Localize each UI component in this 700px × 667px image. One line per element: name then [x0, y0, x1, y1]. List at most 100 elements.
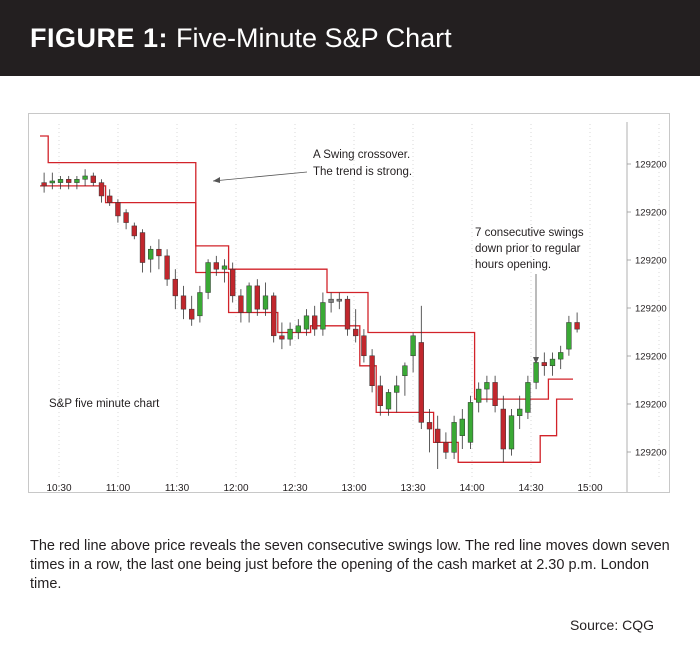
- candle-body: [303, 315, 310, 330]
- y-tick-label: 129200: [635, 160, 667, 171]
- candle: [303, 309, 310, 336]
- figure-caption: The red line above price reveals the sev…: [30, 538, 670, 592]
- candle-body: [164, 255, 170, 280]
- candle: [156, 239, 162, 270]
- x-tick-label: 13:00: [341, 483, 366, 494]
- candle-body: [49, 180, 55, 184]
- candle: [246, 282, 252, 323]
- candle-body: [180, 295, 187, 310]
- series-label: S&P five minute chart: [49, 398, 160, 410]
- candle: [123, 209, 129, 230]
- candle: [205, 259, 211, 300]
- candle: [197, 285, 203, 323]
- candle: [353, 309, 359, 343]
- x-tick-label: 11:00: [106, 483, 131, 494]
- candle-body: [238, 295, 244, 313]
- candle: [312, 305, 318, 336]
- candle-body: [410, 335, 416, 357]
- candle-body: [189, 308, 195, 320]
- candle-body: [402, 365, 408, 377]
- candle-body: [385, 392, 392, 410]
- candle-body: [377, 385, 383, 406]
- candle: [295, 319, 301, 340]
- candle: [66, 175, 72, 190]
- candle-body: [115, 202, 121, 217]
- candle-body: [57, 179, 64, 183]
- candle-body: [320, 302, 326, 330]
- x-tick-label: 13:30: [400, 483, 425, 494]
- candles: [41, 169, 580, 469]
- candle: [377, 375, 383, 416]
- chart-frame: 129200 129200 129200 129200 129200 129200 1292…: [28, 113, 670, 494]
- candle: [418, 305, 424, 430]
- candle-body: [525, 382, 531, 413]
- candle-body: [90, 175, 96, 183]
- candle-body: [131, 225, 137, 237]
- candle: [49, 172, 55, 190]
- candle: [90, 172, 96, 186]
- candle: [435, 415, 441, 469]
- candle: [558, 345, 564, 370]
- candle: [82, 169, 88, 186]
- candle-body: [451, 422, 457, 453]
- candle-body: [41, 182, 47, 187]
- candle-body: [467, 402, 474, 443]
- candle: [262, 282, 269, 316]
- candle-body: [328, 298, 334, 303]
- source-credit: Source: CQG: [569, 617, 654, 633]
- candle-body: [221, 265, 228, 270]
- candle-body: [566, 322, 572, 350]
- candle: [574, 312, 580, 333]
- candle-body: [213, 262, 219, 270]
- candle-body: [353, 328, 359, 337]
- candle-body: [459, 418, 465, 436]
- crossover-arrow: [212, 171, 308, 182]
- candle: [328, 292, 334, 313]
- candle-body: [443, 442, 449, 453]
- swings-annotation-line3: hours opening.: [475, 259, 551, 271]
- candle: [476, 382, 482, 413]
- candle-body: [500, 408, 506, 450]
- x-tick-label: 14:30: [518, 483, 543, 494]
- candle: [410, 332, 416, 373]
- crossover-arrowhead: [213, 177, 220, 183]
- candle: [41, 172, 47, 193]
- candle: [467, 395, 474, 450]
- candle-body: [517, 408, 523, 416]
- candle: [517, 395, 523, 430]
- y-tick-label: 129200: [635, 208, 667, 219]
- y-tick-label: 129200: [635, 352, 667, 363]
- candle-body: [82, 175, 88, 180]
- candle-body: [533, 362, 539, 383]
- candle-body: [107, 195, 113, 203]
- candle: [279, 322, 285, 350]
- x-tick-label: 11:30: [165, 483, 190, 494]
- x-tick-label: 10:30: [46, 483, 71, 494]
- candle: [549, 352, 556, 376]
- crossover-annotation-line2: The trend is strong.: [313, 166, 412, 178]
- candle: [426, 409, 433, 453]
- candle-body: [541, 362, 547, 367]
- candle: [541, 352, 547, 376]
- candle: [500, 395, 506, 463]
- candle: [131, 222, 137, 240]
- swings-annotation-line2: down prior to regular: [475, 243, 581, 255]
- candle: [402, 362, 408, 396]
- candle-body: [492, 382, 498, 406]
- candle-body: [476, 388, 482, 403]
- candle: [344, 295, 351, 336]
- candle-body: [426, 422, 433, 430]
- candle: [271, 292, 277, 343]
- candle-body: [312, 315, 318, 330]
- candle-body: [549, 358, 556, 367]
- candle: [484, 375, 490, 403]
- candle-body: [574, 322, 580, 330]
- candle-body: [254, 285, 260, 310]
- candle: [213, 255, 219, 276]
- candle-body: [230, 268, 236, 297]
- swings-arrowhead: [533, 357, 539, 364]
- candle-body: [484, 382, 490, 390]
- x-tick-label: 14:00: [459, 483, 484, 494]
- candle: [525, 375, 531, 420]
- crossover-annotation-line1: A Swing crossover.: [313, 149, 410, 161]
